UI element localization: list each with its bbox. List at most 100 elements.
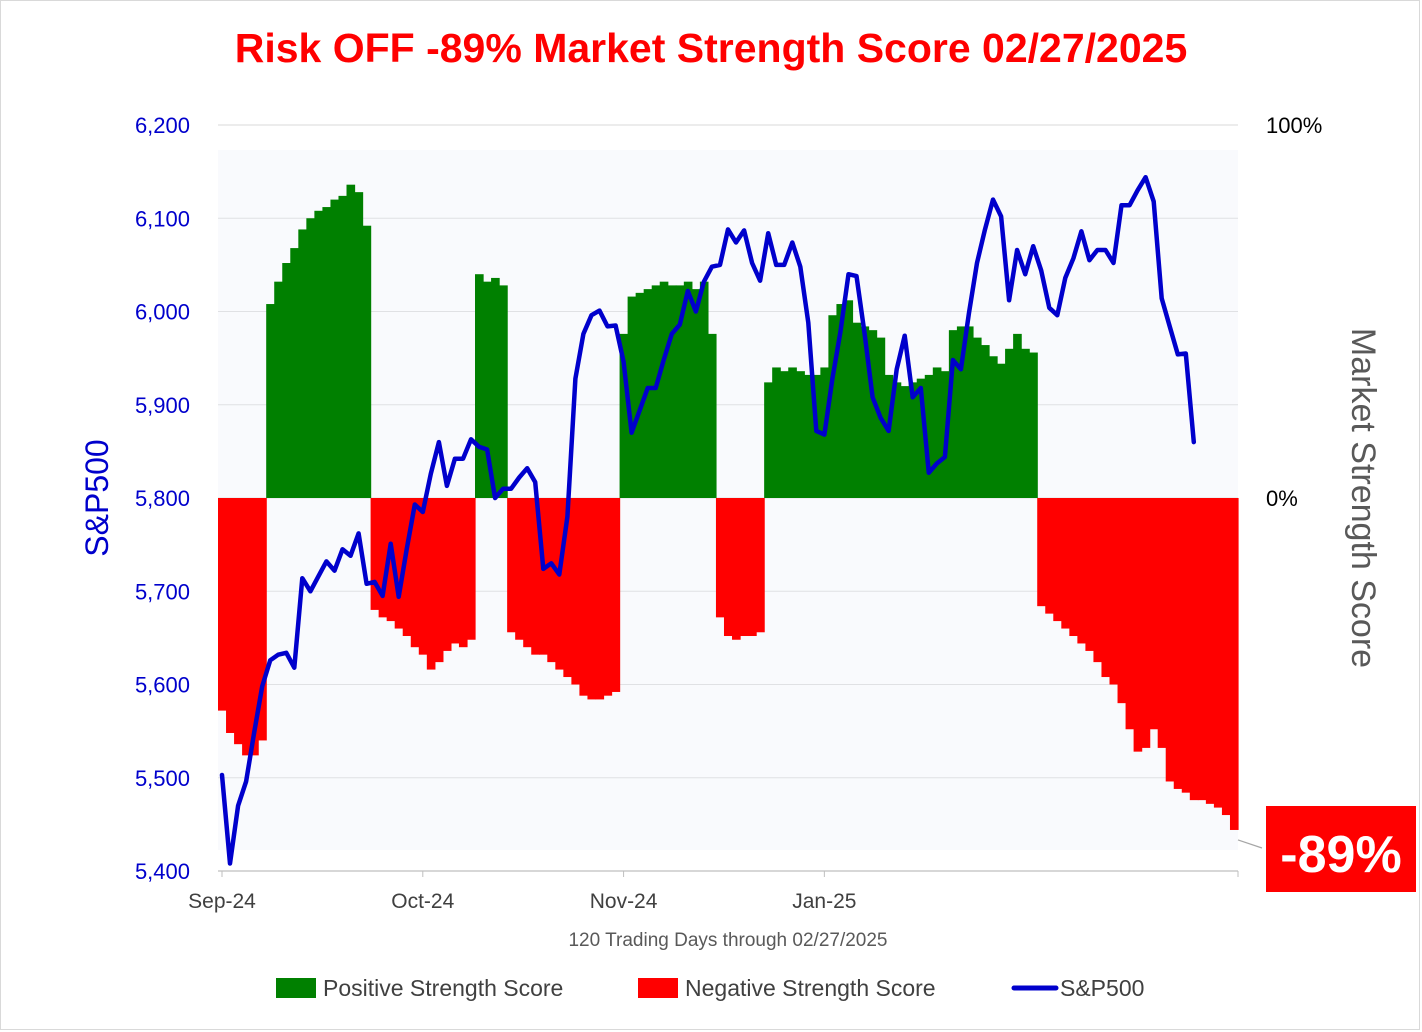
negative-strength-bar — [226, 498, 235, 733]
negative-strength-bar — [1205, 498, 1215, 804]
positive-strength-bar — [354, 192, 364, 498]
negative-strength-bar — [458, 498, 468, 648]
negative-strength-bar — [715, 498, 725, 618]
current-score-badge — [1266, 806, 1416, 892]
negative-strength-bar — [402, 498, 412, 637]
positive-strength-bar — [667, 285, 677, 498]
left-axis-tick-label: 5,600 — [135, 673, 190, 698]
positive-strength-bar — [619, 333, 629, 498]
positive-strength-bar — [900, 386, 910, 498]
negative-strength-bar — [1173, 498, 1183, 789]
negative-strength-bar — [579, 498, 589, 696]
positive-strength-bar — [266, 304, 275, 498]
positive-strength-bar — [972, 337, 982, 498]
negative-strength-bar — [450, 498, 460, 644]
left-axis-tick-label: 5,700 — [135, 579, 190, 604]
negative-strength-bar — [1109, 498, 1119, 685]
negative-strength-bar — [1149, 498, 1159, 730]
positive-strength-bar — [948, 330, 958, 498]
negative-strength-bar — [587, 498, 597, 700]
negative-strength-bar — [1197, 498, 1207, 801]
negative-strength-bar — [611, 498, 621, 692]
negative-strength-bar — [250, 498, 259, 756]
positive-strength-bar — [860, 326, 870, 498]
legend-label: S&P500 — [1060, 975, 1144, 1001]
positive-strength-bar — [274, 281, 283, 498]
positive-strength-bar — [282, 263, 291, 498]
negative-strength-bar — [466, 498, 476, 640]
negative-strength-bar — [1101, 498, 1111, 678]
negative-strength-bar — [748, 498, 757, 637]
positive-strength-bar — [804, 374, 813, 498]
positive-strength-bar — [932, 367, 942, 498]
positive-strength-bar — [828, 315, 838, 498]
negative-strength-bar — [740, 498, 749, 637]
positive-strength-bar — [780, 371, 789, 498]
negative-strength-bar — [234, 498, 243, 745]
positive-strength-bar — [1021, 348, 1030, 498]
right-axis-tick-label: 0% — [1266, 486, 1298, 511]
negative-strength-bar — [1093, 498, 1103, 663]
left-axis-tick-label: 6,100 — [135, 206, 190, 231]
positive-strength-bar — [772, 367, 781, 498]
negative-strength-bar — [1181, 498, 1191, 793]
positive-strength-bar — [491, 277, 500, 498]
negative-strength-bar — [547, 498, 556, 663]
negative-strength-bar — [1117, 498, 1127, 704]
badge-leader-line — [1237, 839, 1263, 849]
positive-strength-bar — [659, 281, 669, 498]
positive-strength-bar — [764, 382, 773, 498]
x-axis-tick-label: Jan-25 — [792, 890, 856, 913]
negative-strength-bar — [723, 498, 733, 637]
positive-strength-bar — [499, 285, 508, 498]
negative-strength-bar — [555, 498, 564, 670]
negative-strength-bar — [434, 498, 444, 663]
positive-strength-bar — [964, 326, 974, 498]
negative-strength-bar — [1133, 498, 1143, 752]
negative-strength-bar — [218, 498, 227, 711]
positive-strength-bar — [691, 289, 701, 498]
legend-label: Negative Strength Score — [685, 975, 936, 1001]
right-axis-tick-label: 100% — [1266, 113, 1322, 138]
positive-strength-bar — [956, 326, 966, 498]
positive-strength-bar — [330, 199, 340, 498]
negative-strength-bar — [1213, 498, 1223, 808]
negative-strength-bar — [1229, 498, 1239, 830]
x-axis-tick-label: Oct-24 — [391, 890, 454, 913]
left-axis-title: S&P500 — [79, 439, 115, 556]
negative-strength-bar — [756, 498, 765, 633]
negative-strength-bar — [370, 498, 380, 610]
negative-strength-bar — [1085, 498, 1095, 651]
positive-strength-bar — [1005, 348, 1014, 498]
positive-strength-bar — [699, 281, 709, 498]
negative-strength-bar — [410, 498, 420, 648]
negative-strength-bar — [1061, 498, 1070, 629]
positive-strength-bar — [924, 374, 934, 498]
negative-strength-bar — [515, 498, 524, 640]
x-axis-tick-label: Sep-24 — [188, 890, 256, 913]
negative-strength-bar — [442, 498, 452, 651]
left-axis-tick-label: 5,500 — [135, 766, 190, 791]
positive-strength-bar — [908, 382, 918, 498]
negative-strength-bar — [1077, 498, 1087, 644]
negative-strength-bar — [507, 498, 516, 633]
negative-strength-bar — [1053, 498, 1062, 622]
negative-strength-bar — [563, 498, 572, 678]
negative-strength-bar — [378, 498, 388, 618]
negative-strength-bar — [1221, 498, 1231, 816]
left-axis-tick-label: 5,900 — [135, 393, 190, 418]
negative-strength-bar — [1125, 498, 1135, 730]
chart-title: Risk OFF -89% Market Strength Score 02/2… — [235, 25, 1188, 71]
positive-strength-bar — [314, 210, 324, 499]
negative-strength-bar — [595, 498, 605, 700]
positive-strength-bar — [290, 248, 299, 498]
legend-swatch — [276, 978, 316, 998]
positive-strength-bar — [627, 296, 637, 498]
positive-strength-bar — [1029, 352, 1038, 498]
positive-strength-bar — [707, 333, 717, 498]
negative-strength-bar — [1069, 498, 1078, 637]
positive-strength-bar — [916, 378, 926, 498]
negative-strength-bar — [418, 498, 428, 655]
